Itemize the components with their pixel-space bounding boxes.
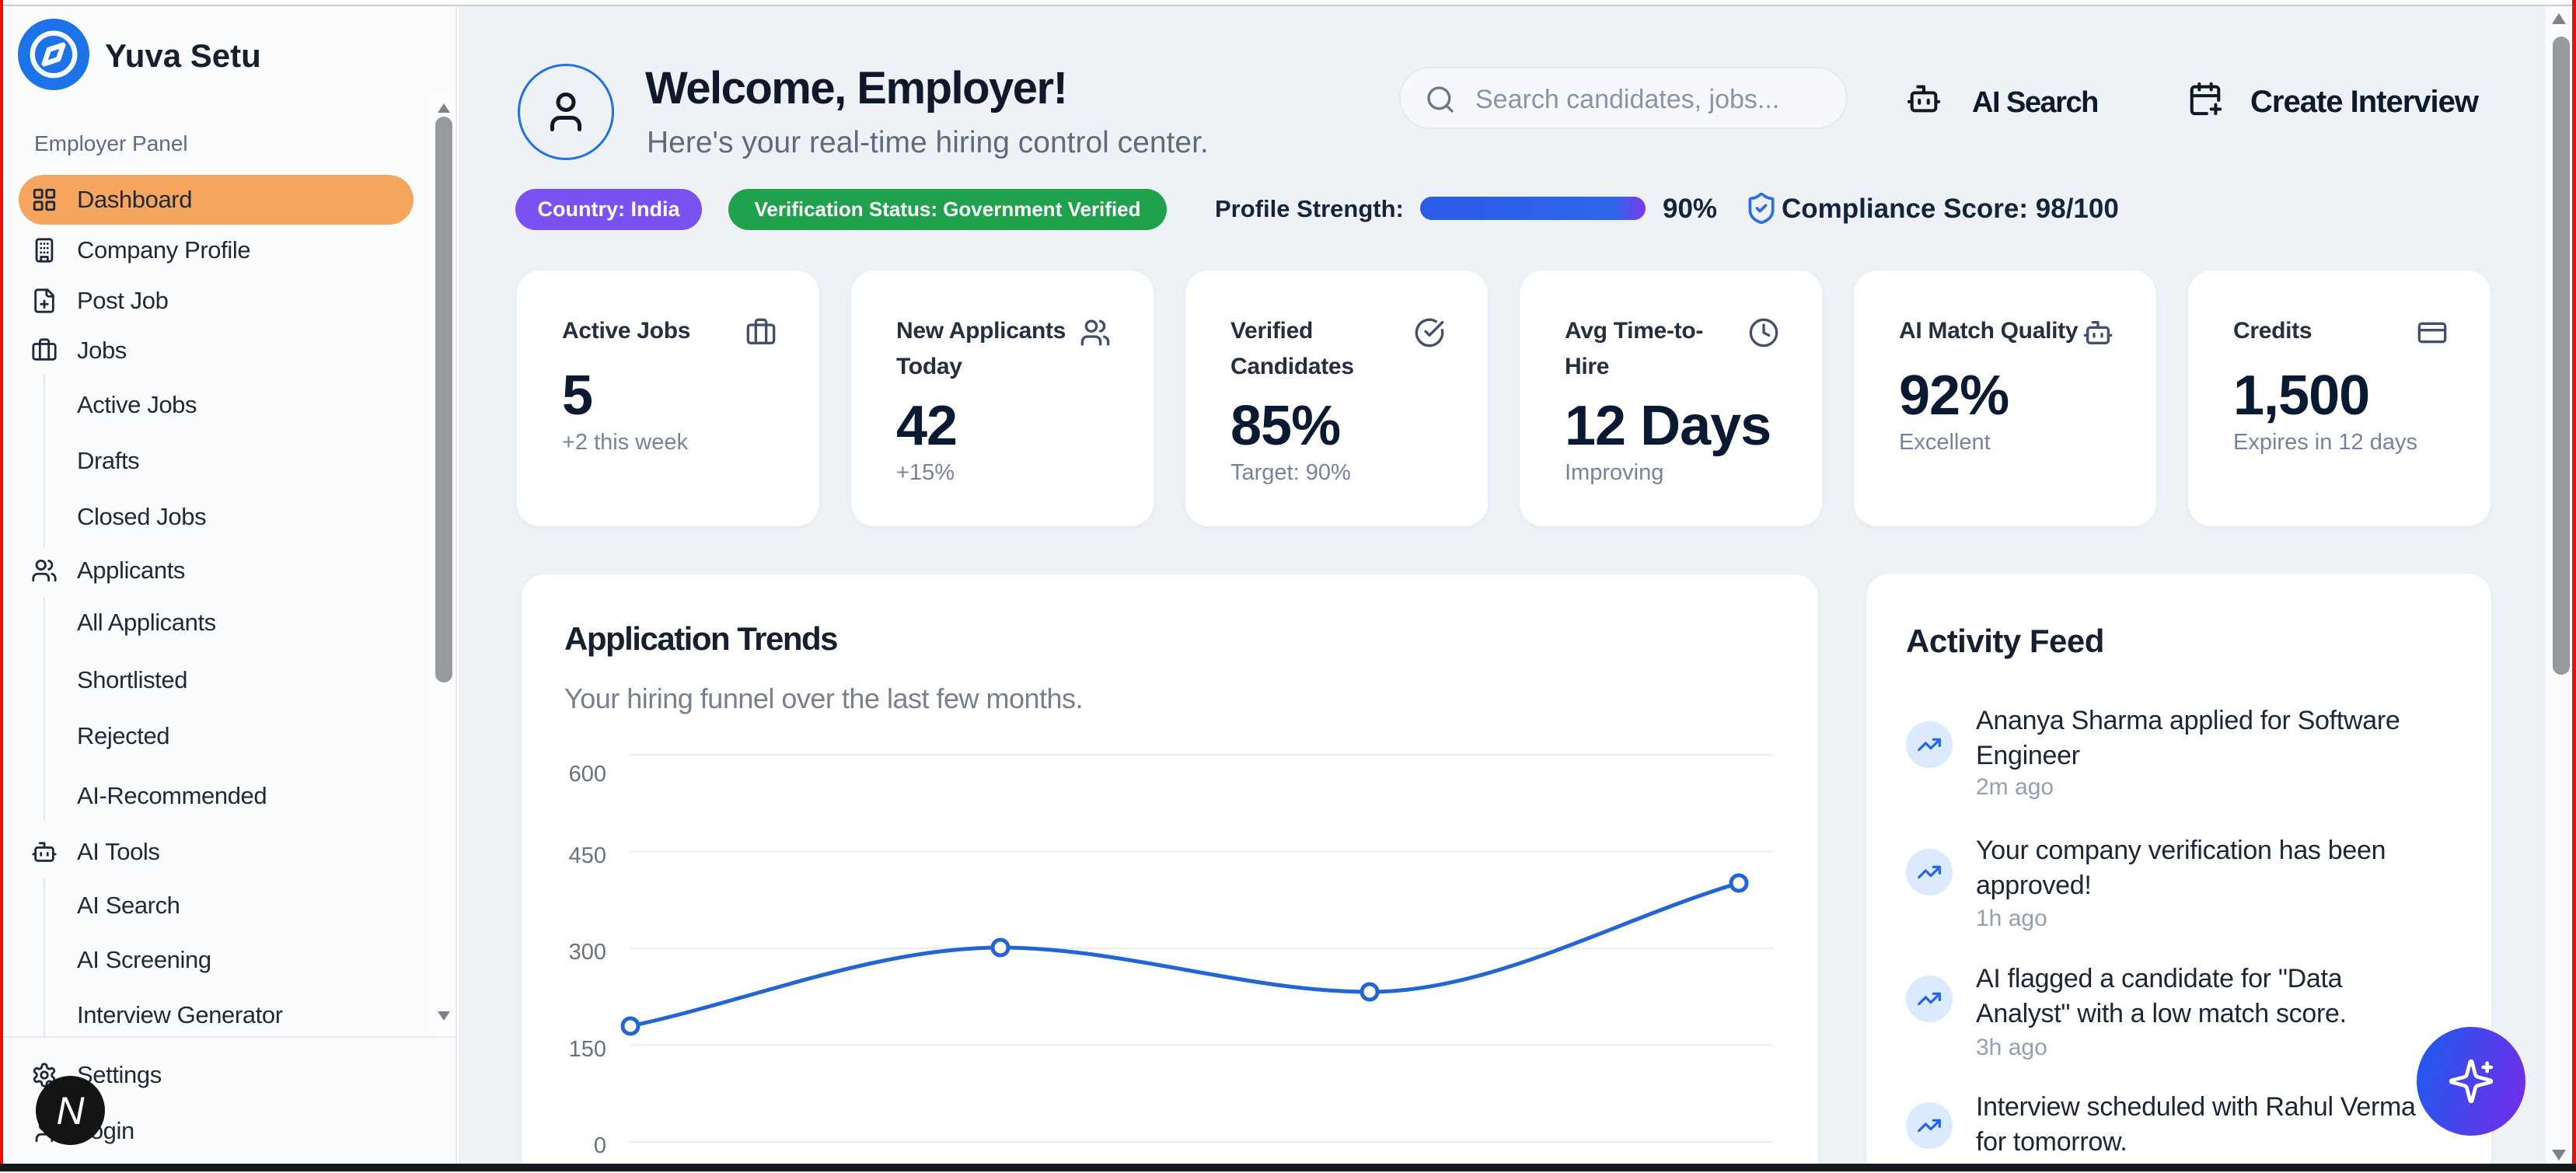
svg-text:300: 300: [569, 940, 606, 965]
svg-text:600: 600: [569, 762, 606, 787]
svg-text:0: 0: [594, 1133, 606, 1158]
svg-text:150: 150: [569, 1037, 606, 1062]
svg-text:450: 450: [569, 843, 606, 868]
